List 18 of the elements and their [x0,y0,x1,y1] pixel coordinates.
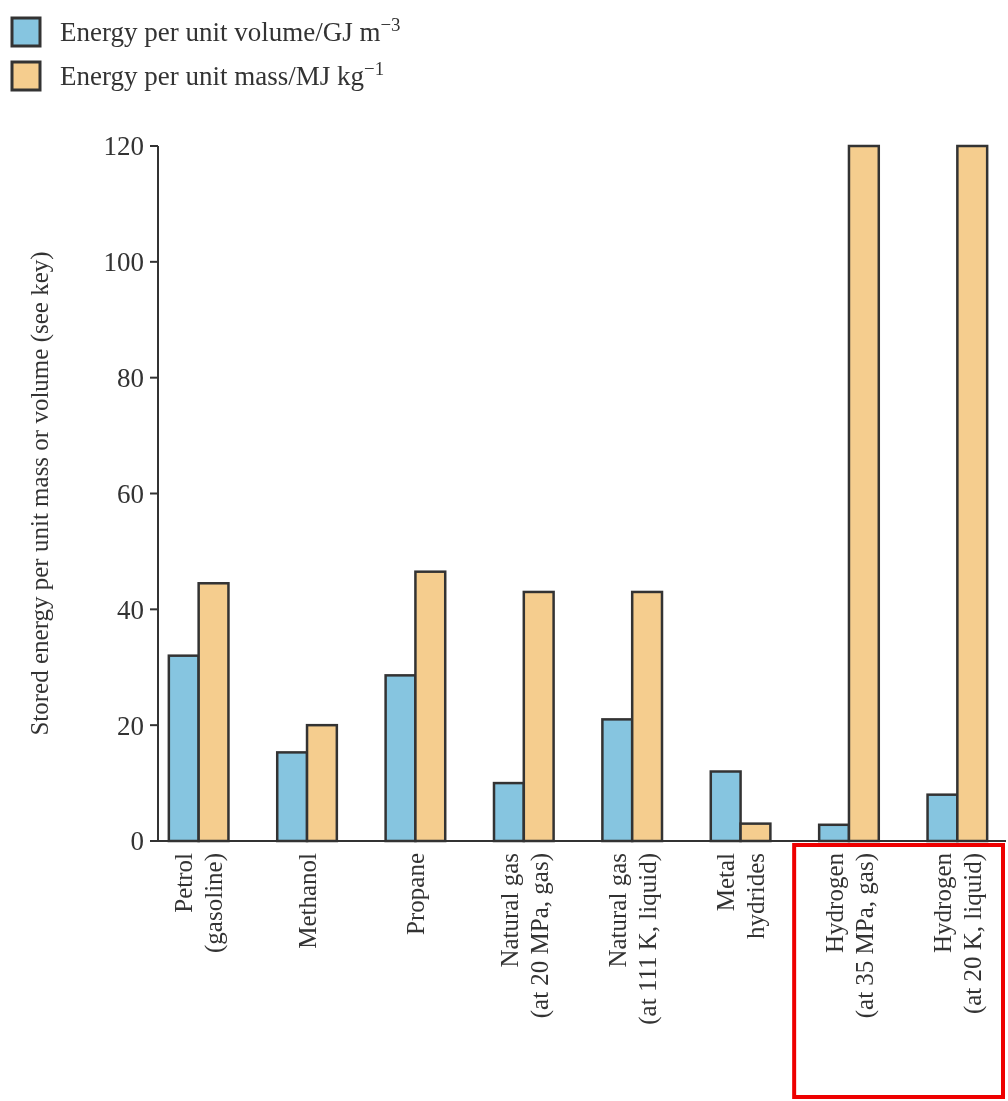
y-axis-title: Stored energy per unit mass or volume (see key) [26,251,54,736]
x-tick-label: Petrol (gasoline) [170,852,229,953]
x-tick-label: Methanol [293,852,321,949]
x-tick-label: Hydrogen (at 20 K, liquid) [929,852,988,1015]
x-tick-label: Propane [402,853,430,935]
x-tick-label: Natural gas (at 20 MPa, gas) [495,853,554,1019]
y-tick-label: 100 [103,247,144,278]
y-tick-label: 0 [130,826,144,857]
y-tick-label: 120 [103,131,144,162]
x-tick-label: Metal hydrides [712,852,770,940]
y-tick-label: 20 [117,710,144,741]
x-tick-label: Hydrogen (at 35 MPa, gas) [820,852,879,1019]
y-tick-label: 80 [117,363,144,394]
legend-label: Energy per unit volume/GJ m$^{−3}$ [60,13,401,48]
y-tick-label: 60 [117,478,144,509]
legend-label: Energy per unit mass/MJ kg$^{−1}$ [60,57,385,92]
x-tick-label: Natural gas (at 111 K, liquid) [603,853,662,1025]
y-tick-label: 40 [117,594,144,625]
